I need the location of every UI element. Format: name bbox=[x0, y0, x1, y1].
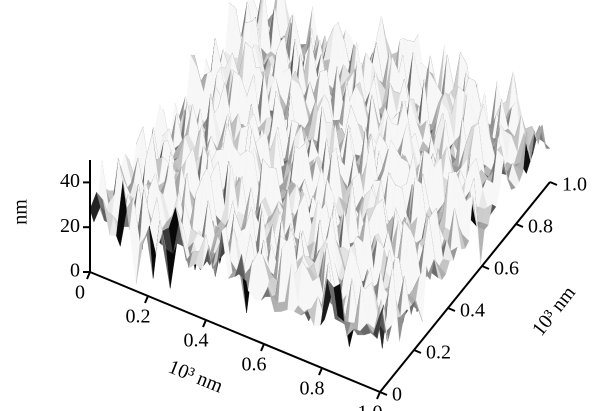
y-tick-label: 0.8 bbox=[528, 216, 553, 238]
x-tick bbox=[86, 271, 91, 280]
y-tick bbox=[515, 223, 524, 228]
x-axis bbox=[89, 271, 381, 393]
x-tick-label: 0.8 bbox=[300, 378, 325, 400]
z-tick-label: 0 bbox=[70, 260, 80, 282]
x-tick-label: 0.2 bbox=[126, 306, 151, 328]
x-tick bbox=[376, 391, 381, 400]
x-axis-label: 10³ nm bbox=[165, 356, 226, 398]
x-tick-label: 0.4 bbox=[184, 330, 209, 352]
y-axis-label: 10³ nm bbox=[528, 282, 580, 340]
y-tick bbox=[447, 307, 456, 312]
y-tick-label: 0.6 bbox=[494, 258, 519, 280]
x-tick bbox=[260, 343, 265, 352]
x-tick bbox=[144, 295, 149, 304]
z-tick-label: 20 bbox=[60, 215, 80, 237]
y-tick bbox=[549, 181, 558, 186]
y-tick bbox=[379, 391, 388, 396]
y-tick bbox=[413, 349, 422, 354]
y-tick-label: 1.0 bbox=[562, 174, 587, 196]
x-tick bbox=[202, 319, 207, 328]
x-tick-label: 0 bbox=[75, 282, 85, 304]
y-tick-label: 0 bbox=[392, 384, 402, 406]
y-tick-label: 0.2 bbox=[426, 342, 451, 364]
z-tick-label: 40 bbox=[60, 170, 80, 192]
surface-facet bbox=[373, 304, 385, 340]
x-tick-label: 1.0 bbox=[358, 402, 383, 411]
y-tick-label: 0.4 bbox=[460, 300, 485, 322]
y-axis bbox=[379, 181, 551, 393]
x-tick-label: 0.6 bbox=[242, 354, 267, 376]
z-axis-label: nm bbox=[10, 199, 32, 225]
x-tick bbox=[318, 367, 323, 376]
surface bbox=[89, 0, 551, 349]
y-tick bbox=[481, 265, 490, 270]
